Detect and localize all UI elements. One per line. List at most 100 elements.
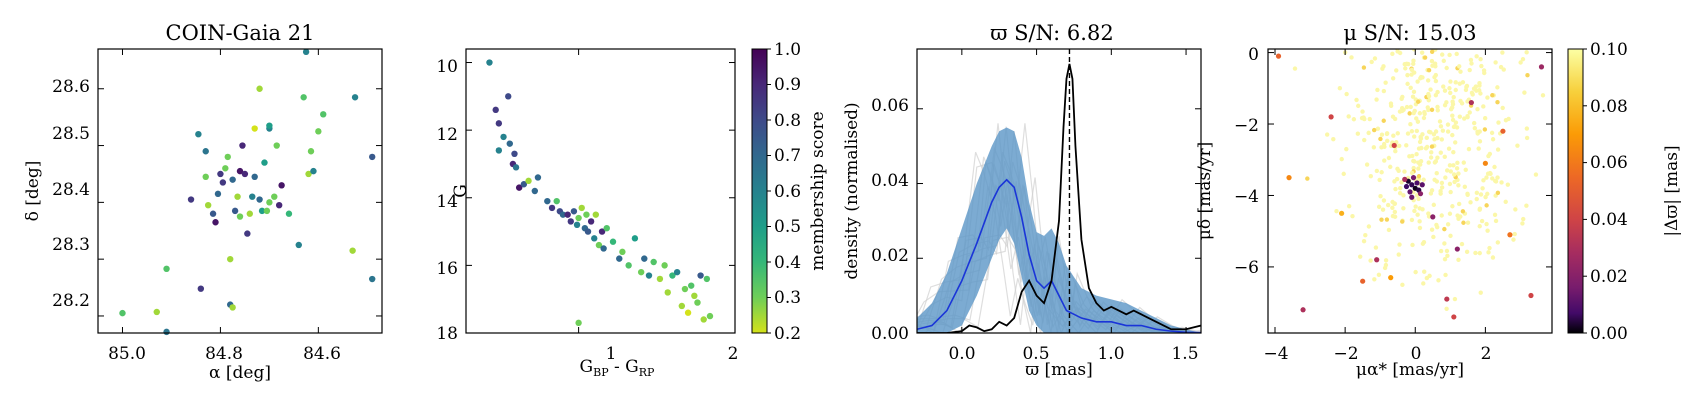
field-star-point [1500, 50, 1505, 55]
colorbar-tick-label: 1.0 [774, 40, 801, 60]
field-star-point [1408, 104, 1413, 110]
field-star-point [1484, 203, 1489, 208]
field-star-point [1440, 52, 1445, 57]
sky-position-point [209, 210, 217, 217]
field-star-point [1540, 93, 1546, 98]
field-star-point [1378, 136, 1383, 142]
field-star-point [1524, 203, 1529, 208]
field-star-point [1413, 204, 1418, 209]
field-star-point [1524, 50, 1529, 55]
sky-position-point [229, 304, 236, 311]
cmd-star-point [564, 211, 571, 218]
field-star-point [1464, 83, 1470, 89]
field-star-point [1468, 200, 1473, 205]
field-star-point [1477, 83, 1482, 88]
panel-3-plot [917, 49, 1201, 334]
field-star-point [1487, 151, 1493, 157]
panel-1-xtick-label: 84.8 [205, 344, 243, 364]
cmd-star-point [631, 235, 639, 242]
field-star-point [1415, 99, 1421, 104]
sky-position-point [241, 170, 249, 178]
cmd-star-point [681, 285, 689, 293]
field-star-point [1463, 87, 1469, 93]
field-star-point [1445, 222, 1451, 227]
field-star-point [1381, 88, 1387, 94]
field-star-point [1453, 80, 1458, 85]
field-star-point [1469, 61, 1474, 66]
field-star-point [1458, 69, 1463, 74]
field-star-point [1372, 56, 1378, 61]
field-star-point [1424, 144, 1430, 150]
field-star-point [1424, 135, 1429, 141]
field-star-point [1417, 225, 1423, 231]
sky-position-point [351, 94, 359, 101]
field-star-point [1417, 219, 1422, 224]
field-star-point [1411, 110, 1416, 116]
member-star-point [1286, 175, 1292, 181]
field-star-point [1362, 137, 1367, 143]
field-star-point [1411, 61, 1416, 67]
field-star-point [1426, 214, 1432, 219]
cmd-star-point [520, 181, 528, 188]
member-star-point [1409, 182, 1415, 188]
cmd-star-point [691, 292, 698, 300]
field-star-point [1429, 107, 1435, 112]
field-star-point [1446, 146, 1452, 151]
field-star-point [1392, 179, 1397, 184]
panel-1-ytick-label: 28.6 [52, 77, 90, 97]
sky-position-point [349, 247, 356, 254]
field-star-point [1380, 207, 1386, 212]
field-star-point [1466, 146, 1472, 152]
field-star-point [1496, 120, 1501, 125]
field-star-point [1426, 98, 1431, 103]
field-star-point [1444, 168, 1450, 173]
field-star-point [1426, 129, 1432, 135]
field-star-point [1447, 0, 1451, 3]
sky-position-point [278, 182, 285, 189]
field-star-point [1392, 209, 1398, 215]
field-star-point [1498, 64, 1504, 70]
field-star-point [1474, 196, 1479, 202]
cmd-star-point [600, 245, 607, 252]
field-star-point [1382, 158, 1387, 163]
field-star-point [1331, 136, 1336, 142]
panel-4-plot-area [1275, 0, 1546, 320]
panel-4-y-tick-labels: 0 −2 −4 −6 [1234, 45, 1259, 278]
field-star-point [1454, 51, 1459, 57]
field-star-point [1355, 131, 1361, 136]
field-star-point [1473, 250, 1478, 256]
field-star-point [1432, 74, 1437, 80]
panel-2-x-tick-labels: 1 2 [606, 344, 739, 364]
field-star-point [1390, 114, 1396, 119]
field-star-point [1408, 85, 1413, 91]
field-star-point [1393, 149, 1398, 154]
cmd-star-point [570, 208, 578, 215]
field-star-point [1465, 220, 1471, 225]
field-star-point [1495, 190, 1501, 196]
field-star-point [1409, 67, 1415, 73]
field-star-point [1360, 109, 1365, 114]
field-star-point [1432, 61, 1438, 66]
field-star-point [1292, 66, 1298, 71]
field-star-point [1372, 127, 1377, 133]
colorbar-tick-label: 0.9 [774, 75, 801, 95]
panel-1-points [98, 48, 382, 336]
field-star-point [1524, 126, 1530, 131]
field-star-point [1410, 94, 1416, 99]
field-star-point [1422, 111, 1427, 117]
field-star-point [1453, 120, 1459, 125]
field-star-point [1445, 122, 1451, 127]
field-star-point [1495, 85, 1500, 90]
field-star-point [1421, 239, 1427, 245]
field-star-point [1444, 306, 1449, 312]
member-star-point [1430, 214, 1436, 220]
field-star-point [1451, 172, 1457, 177]
field-star-point [1451, 163, 1456, 168]
field-star-point [1401, 107, 1406, 113]
field-star-point [1414, 116, 1419, 121]
sky-position-point [163, 328, 170, 336]
field-star-point [1381, 141, 1387, 147]
panel-2-xtick-label: 1 [606, 344, 617, 364]
field-star-point [1324, 132, 1330, 137]
cmd-star-point [515, 184, 523, 191]
